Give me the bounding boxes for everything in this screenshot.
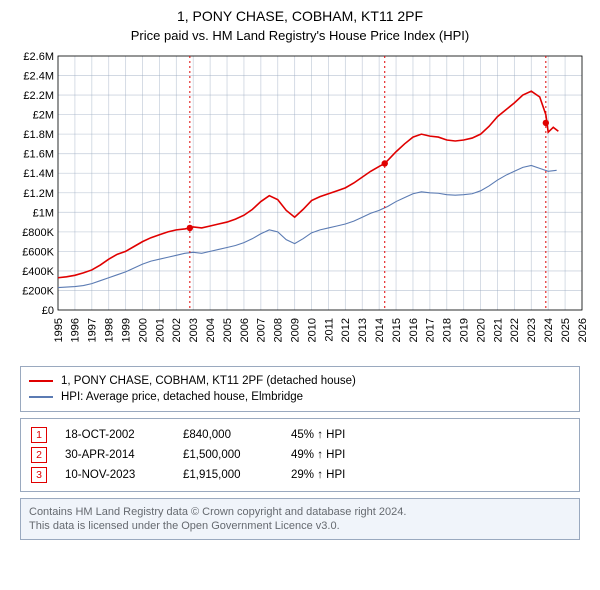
svg-text:2010: 2010 [306, 318, 318, 342]
svg-text:2013: 2013 [357, 318, 369, 342]
sales-row: 2 30-APR-2014 £1,500,000 49% ↑ HPI [29, 445, 571, 465]
legend-swatch [29, 396, 53, 398]
legend-item: 1, PONY CHASE, COBHAM, KT11 2PF (detache… [29, 373, 571, 389]
svg-text:2009: 2009 [289, 318, 301, 342]
legend: 1, PONY CHASE, COBHAM, KT11 2PF (detache… [20, 366, 580, 412]
svg-text:2014: 2014 [374, 318, 386, 342]
legend-item: HPI: Average price, detached house, Elmb… [29, 389, 571, 405]
svg-text:£1M: £1M [33, 207, 54, 219]
svg-text:1997: 1997 [87, 318, 99, 342]
svg-text:£1.8M: £1.8M [23, 129, 54, 141]
legend-label: HPI: Average price, detached house, Elmb… [61, 391, 303, 403]
svg-text:£2.6M: £2.6M [23, 51, 54, 63]
svg-text:£800K: £800K [22, 227, 54, 239]
svg-text:2015: 2015 [391, 318, 403, 342]
sales-row: 1 18-OCT-2002 £840,000 45% ↑ HPI [29, 425, 571, 445]
line-chart-svg: £0 £200K £400K £600K £800K £1M £1.2M £1.4M £1.6M… [10, 50, 590, 360]
svg-text:2003: 2003 [188, 318, 200, 342]
svg-text:£400K: £400K [22, 266, 54, 278]
svg-text:£1.6M: £1.6M [23, 148, 54, 160]
sale-number-box: 1 [31, 427, 47, 443]
footer-line-1: Contains HM Land Registry data © Crown c… [29, 505, 571, 519]
svg-text:2004: 2004 [205, 318, 217, 342]
svg-text:2022: 2022 [509, 318, 521, 342]
sales-table: 1 18-OCT-2002 £840,000 45% ↑ HPI 2 30-APR-201… [20, 418, 580, 492]
sale-number-box: 3 [31, 467, 47, 483]
legend-swatch [29, 380, 53, 382]
svg-text:1999: 1999 [120, 318, 132, 342]
svg-text:2001: 2001 [154, 318, 166, 342]
sale-pct-vs-hpi: 45% ↑ HPI [291, 429, 381, 441]
chart-plot: £0 £200K £400K £600K £800K £1M £1.2M £1.4M £1.6M… [10, 50, 590, 360]
chart-title-address: 1, PONY CHASE, COBHAM, KT11 2PF [10, 8, 590, 26]
svg-text:2005: 2005 [222, 318, 234, 342]
svg-text:2017: 2017 [425, 318, 437, 342]
svg-text:£1.4M: £1.4M [23, 168, 54, 180]
sales-row: 3 10-NOV-2023 £1,915,000 29% ↑ HPI [29, 465, 571, 485]
footer-line-2: This data is licensed under the Open Gov… [29, 519, 571, 533]
chart-title-subtitle: Price paid vs. HM Land Registry's House … [10, 28, 590, 44]
svg-text:2020: 2020 [475, 318, 487, 342]
sale-price: £1,915,000 [183, 469, 273, 481]
svg-text:£2.4M: £2.4M [23, 70, 54, 82]
svg-text:2018: 2018 [442, 318, 454, 342]
svg-text:2024: 2024 [543, 318, 555, 342]
title-block: 1, PONY CHASE, COBHAM, KT11 2PF Price pa… [10, 8, 590, 44]
svg-text:2019: 2019 [459, 318, 471, 342]
svg-text:£200K: £200K [22, 285, 54, 297]
svg-text:£600K: £600K [22, 246, 54, 258]
svg-text:£2M: £2M [33, 109, 54, 121]
svg-text:2006: 2006 [239, 318, 251, 342]
svg-text:1996: 1996 [70, 318, 82, 342]
copyright-footer: Contains HM Land Registry data © Crown c… [20, 498, 580, 541]
sale-date: 30-APR-2014 [65, 449, 165, 461]
sale-pct-vs-hpi: 29% ↑ HPI [291, 469, 381, 481]
svg-text:2007: 2007 [256, 318, 268, 342]
sale-date: 10-NOV-2023 [65, 469, 165, 481]
svg-text:2021: 2021 [492, 318, 504, 342]
svg-text:2023: 2023 [526, 318, 538, 342]
svg-text:£2.2M: £2.2M [23, 90, 54, 102]
svg-text:2000: 2000 [137, 318, 149, 342]
sale-number-box: 2 [31, 447, 47, 463]
chart-container: 1, PONY CHASE, COBHAM, KT11 2PF Price pa… [0, 0, 600, 546]
svg-text:2008: 2008 [273, 318, 285, 342]
svg-text:£1.2M: £1.2M [23, 188, 54, 200]
svg-text:2016: 2016 [408, 318, 420, 342]
svg-text:2011: 2011 [323, 318, 335, 342]
sale-date: 18-OCT-2002 [65, 429, 165, 441]
svg-text:2002: 2002 [171, 318, 183, 342]
svg-text:£0: £0 [42, 305, 54, 317]
sale-pct-vs-hpi: 49% ↑ HPI [291, 449, 381, 461]
legend-label: 1, PONY CHASE, COBHAM, KT11 2PF (detache… [61, 375, 356, 387]
svg-text:2025: 2025 [560, 318, 572, 342]
svg-text:2026: 2026 [577, 318, 589, 342]
svg-text:2012: 2012 [340, 318, 352, 342]
svg-text:1998: 1998 [104, 318, 116, 342]
sale-price: £840,000 [183, 429, 273, 441]
svg-text:1995: 1995 [53, 318, 65, 342]
sale-price: £1,500,000 [183, 449, 273, 461]
